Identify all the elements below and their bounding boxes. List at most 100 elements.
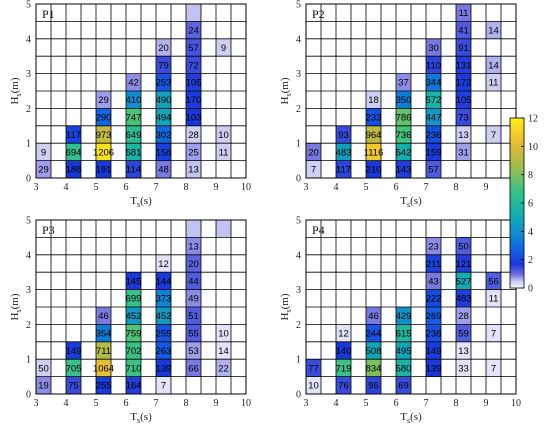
heatmap-cell [96,143,111,161]
x-tick-label: 7 [154,398,159,409]
x-tick-label: 3 [304,398,309,409]
heatmap-cell [336,143,351,161]
cell-label: 29 [98,95,109,106]
heatmap-cell [426,289,441,307]
heatmap-cell [306,143,321,161]
heatmap-cell [336,160,351,178]
y-tick-label: 4 [296,250,301,261]
x-tick-label: 6 [124,398,129,409]
cell-label: 57 [428,165,439,176]
heatmap-cell [456,359,471,377]
heatmap-cell [396,359,411,377]
x-tick-label: 6 [394,182,399,193]
x-tick-label: 8 [184,182,189,193]
cell-label: 7 [491,363,496,374]
heatmap-cell [36,376,51,394]
heatmap-cell [456,272,471,290]
x-tick-label: 7 [154,182,159,193]
cell-label: 117 [66,130,81,141]
cell-label: 452 [156,311,172,322]
y-tick-label: 1 [296,355,301,366]
heatmap-cell [186,108,201,126]
cell-label: 110 [426,60,441,71]
cell-label: 44 [188,276,199,287]
heatmap-cell [486,324,501,342]
cell-label: 649 [126,130,142,141]
y-tick-label: 4 [26,34,31,45]
heatmap-cell [36,160,51,178]
heatmap-cell [186,307,201,325]
x-tick-label: 3 [34,398,39,409]
y-tick-label: 2 [26,320,31,331]
heatmap-cell [366,160,381,178]
heatmap-cell [156,359,171,377]
heatmap-cell [96,160,111,178]
cell-label: 495 [396,346,412,357]
cell-label: 159 [426,147,442,158]
cell-label: 103 [186,113,202,124]
heatmap-cell [396,108,411,126]
cell-label: 145 [126,276,142,287]
x-tick-label: 6 [394,398,399,409]
y-tick-label: 0 [26,174,31,185]
cell-label: 144 [156,276,172,287]
x-tick-label: 5 [94,398,99,409]
cell-label: 105 [456,95,472,106]
cell-label: 29 [38,165,49,176]
cell-label: 255 [96,381,112,392]
heatmap-cell [396,324,411,342]
heatmap-cell [156,272,171,290]
y-tick-label: 0 [296,390,301,401]
heatmap-cell [186,125,201,144]
cell-label: 48 [158,165,169,176]
heatmap-cell [186,324,201,342]
cell-label: 41 [458,26,469,37]
heatmap-cell [216,359,231,377]
cell-label: 73 [458,113,469,124]
heatmap-cell [66,376,81,394]
cell-label: 494 [156,113,172,124]
y-tick-label: 5 [26,0,31,11]
cell-label: 694 [66,147,82,158]
heatmap-cell [336,359,351,377]
heatmap-cell [366,359,381,377]
cell-label: 24 [188,26,199,37]
heatmap-cell [66,125,81,144]
heatmap-cell [456,38,471,57]
heatmap-cell [456,324,471,342]
cell-label: 12 [338,329,349,340]
heatmap-cell [456,91,471,109]
heatmap-cell [96,307,111,325]
y-tick-label: 2 [26,104,31,115]
heatmap-cell [126,108,141,126]
cell-label: 149 [66,346,82,357]
panel-title: P3 [42,223,55,237]
cell-label: 10 [218,130,229,141]
colorbar-tick-label: 4 [528,227,533,238]
plot-frame [305,219,517,395]
heatmap-cell [336,341,351,360]
cell-label: 354 [96,329,112,340]
cell-label: 210 [366,165,382,176]
cell-label: 699 [126,294,142,305]
heatmap-cell [396,341,411,360]
heatmap-cell [366,376,381,394]
heatmap-cell [216,341,231,360]
cell-label: 236 [426,130,442,141]
cell-label: 9 [221,43,226,54]
heatmap-cell [216,220,231,238]
cell-label: 56 [488,276,499,287]
heatmap-cell [156,125,171,144]
cell-label: 131 [456,60,472,71]
cell-label: 72 [188,60,199,71]
cell-label: 55 [188,329,199,340]
cell-label: 22 [218,363,229,374]
cell-label: 710 [126,363,142,374]
cell-label: 49 [188,294,199,305]
heatmap-cell [426,108,441,126]
cell-label: 14 [488,60,499,71]
heatmap-cell [156,73,171,91]
heatmap-cell [216,125,231,144]
plot-frame [305,3,517,179]
